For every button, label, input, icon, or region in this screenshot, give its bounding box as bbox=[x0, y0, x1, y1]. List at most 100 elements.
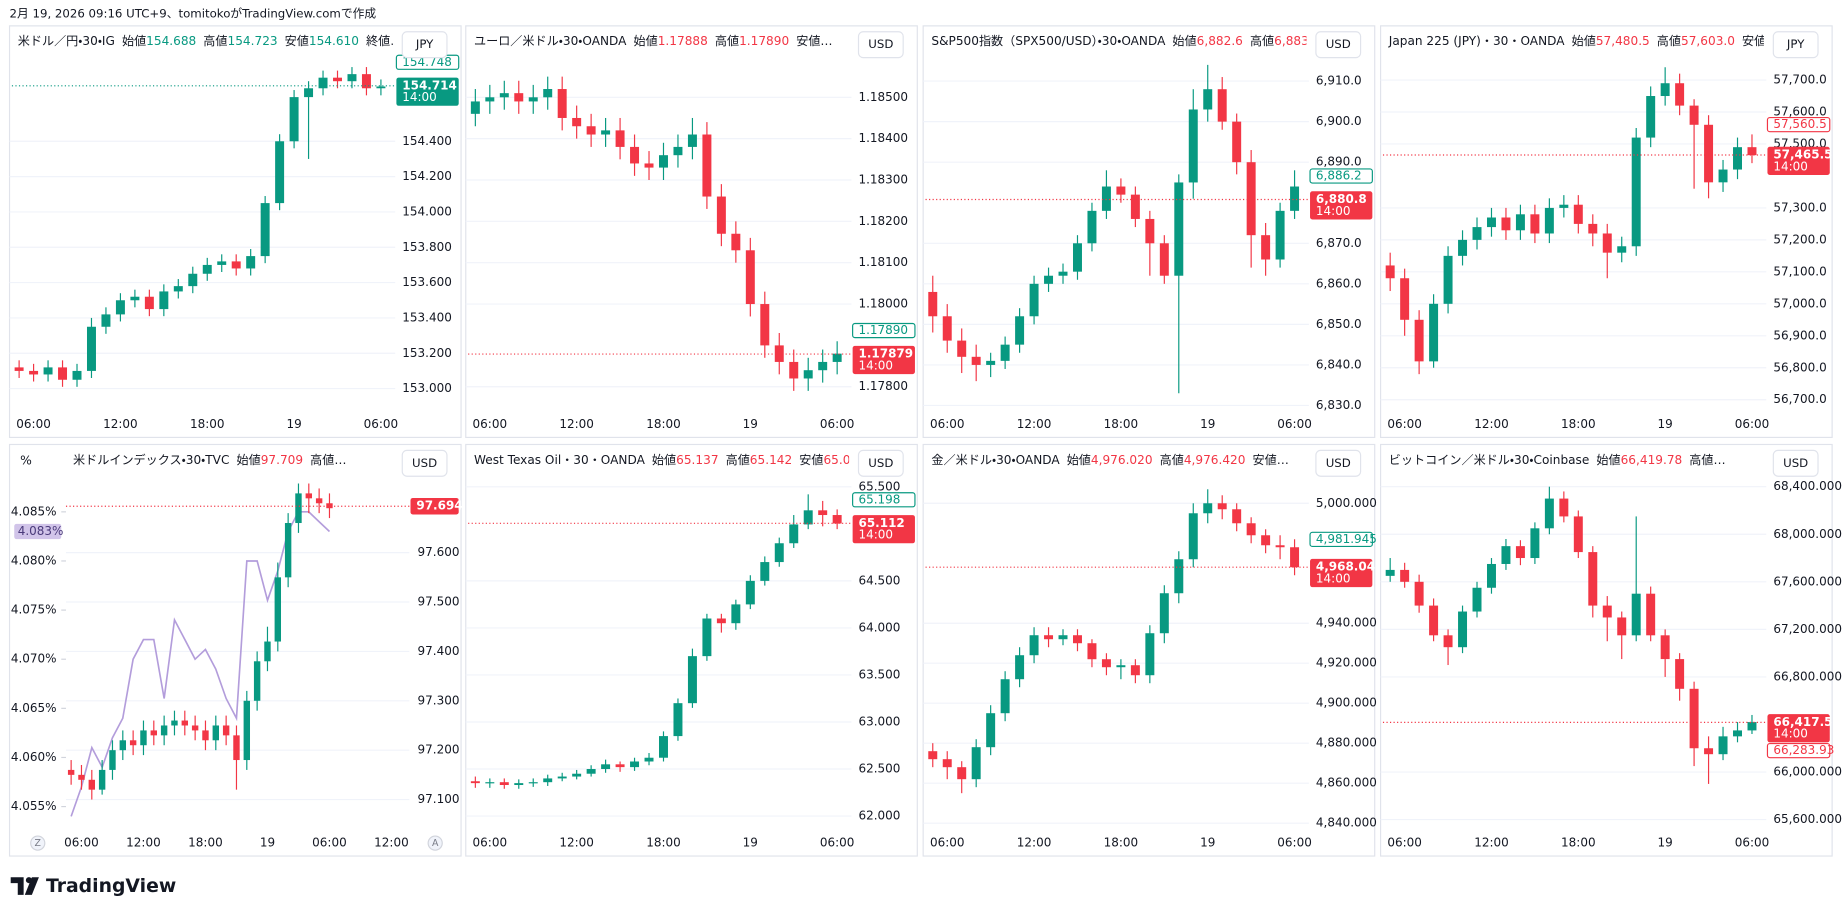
chart-panel: 153.000 153.200 153.400 153.600 153.800 154.0… bbox=[8, 25, 462, 439]
candle-body bbox=[1414, 581, 1424, 606]
scale-button[interactable] bbox=[30, 835, 46, 851]
panel-frame bbox=[1380, 25, 1833, 439]
currency-box bbox=[857, 31, 904, 59]
candle-body bbox=[233, 735, 240, 761]
candle-body bbox=[1029, 283, 1039, 317]
scale-button[interactable] bbox=[427, 835, 443, 851]
panel-frame bbox=[465, 25, 918, 439]
candle-body bbox=[1660, 83, 1670, 97]
x-tick-label: 18:00 bbox=[190, 417, 225, 431]
countdown-label: 14:00 bbox=[1773, 727, 1808, 741]
y-tick-label: 63.500 bbox=[859, 667, 901, 681]
candle-body bbox=[217, 261, 227, 265]
stat-label: 高値… bbox=[310, 451, 346, 466]
stat-value: 1.17890 bbox=[739, 34, 789, 48]
candle-body bbox=[957, 340, 967, 357]
x-tick-label: 18:00 bbox=[1561, 417, 1596, 431]
y-tick-label: 97.500 bbox=[418, 595, 460, 609]
x-tick-label: 06:00 bbox=[364, 417, 399, 431]
countdown-label: 14:00 bbox=[859, 528, 894, 542]
x-tick-label: 19 bbox=[1200, 836, 1215, 850]
candle-body bbox=[1472, 227, 1482, 240]
candle-body bbox=[1530, 528, 1540, 559]
stat-label: 始値 bbox=[652, 451, 676, 466]
candle-body bbox=[1087, 643, 1097, 660]
candle-body bbox=[832, 353, 842, 362]
candle-body bbox=[305, 493, 313, 499]
stat-value: 57,480.5 bbox=[1596, 34, 1650, 48]
chart-panel: 97.100 97.200 97.300 97.400 97.500 97.600 4.05… bbox=[8, 443, 463, 857]
x-tick-label: 06:00 bbox=[64, 836, 99, 850]
stat-value: 57,603.0 bbox=[1681, 34, 1735, 48]
candle-body bbox=[1689, 105, 1699, 125]
candle-body bbox=[1058, 271, 1068, 276]
last-price-label: 4,968.040 bbox=[1316, 560, 1383, 574]
stat-value: 154.723 bbox=[228, 34, 278, 48]
currency-label: USD bbox=[868, 37, 893, 51]
y-tick-label: 1.18100 bbox=[859, 255, 909, 269]
x-tick-label: 12:00 bbox=[374, 836, 409, 850]
candle-body bbox=[72, 370, 82, 380]
candle-body bbox=[1217, 89, 1227, 122]
candle-body bbox=[731, 233, 741, 251]
last-price-badge bbox=[410, 497, 459, 515]
candle-body bbox=[1501, 546, 1511, 564]
candle-body bbox=[58, 367, 68, 380]
stat-value: 154.610 bbox=[309, 34, 359, 48]
candle-body bbox=[957, 767, 967, 780]
x-tick-label: 12:00 bbox=[103, 417, 138, 431]
chart-legend: S&P500指数（SPX500/USD）・30・OANDA 始値6,882.6 高値… bbox=[931, 33, 1332, 48]
candle-body bbox=[243, 700, 251, 761]
candle-body bbox=[716, 196, 726, 234]
x-tick-label: 12:00 bbox=[1017, 836, 1052, 850]
candle-body bbox=[1443, 255, 1453, 304]
candle-body bbox=[1472, 587, 1482, 612]
y-tick-label: 57,600.0 bbox=[1773, 105, 1826, 119]
last-price-badge bbox=[396, 77, 459, 106]
candle-body bbox=[1044, 635, 1054, 640]
currency-box bbox=[1772, 31, 1819, 59]
candle-body bbox=[1544, 498, 1554, 529]
candle-body bbox=[1617, 246, 1627, 253]
y-tick-label: 6,840.0 bbox=[1316, 357, 1362, 371]
candle-body bbox=[702, 134, 712, 197]
candle-body bbox=[109, 750, 116, 770]
stat-label: 始値 bbox=[236, 451, 260, 466]
y2-tick-label: 4.055% bbox=[11, 799, 57, 813]
x-tick-label: 12:00 bbox=[126, 836, 161, 850]
y2-tick-label: 4.070% bbox=[11, 652, 57, 666]
x-tick-label: 19 bbox=[743, 417, 758, 431]
candle-body bbox=[318, 77, 328, 89]
last-price-badge bbox=[1767, 714, 1830, 743]
x-tick-label: 19 bbox=[1200, 417, 1215, 431]
stat-label: 高値 bbox=[726, 451, 750, 466]
candle-body bbox=[971, 356, 981, 365]
candle-body bbox=[119, 740, 127, 751]
stat-label: 安値 bbox=[285, 33, 309, 48]
currency-label: USD bbox=[868, 456, 893, 470]
candle-body bbox=[98, 769, 106, 790]
candle-body bbox=[1588, 223, 1598, 234]
currency-box bbox=[857, 449, 904, 477]
candle-body bbox=[514, 783, 524, 786]
stat-value: 4,976.420 bbox=[1184, 452, 1246, 466]
candle-body bbox=[1246, 523, 1256, 536]
candle-body bbox=[572, 117, 582, 127]
candle-body bbox=[586, 769, 596, 774]
x-tick-label: 19 bbox=[743, 836, 758, 850]
y-tick-label: 97.200 bbox=[418, 743, 460, 757]
candle-body bbox=[173, 286, 183, 292]
candle-body bbox=[928, 291, 938, 317]
stat-value: 65.037… bbox=[823, 452, 877, 466]
ref-price-badge bbox=[1309, 168, 1373, 184]
candle-body bbox=[304, 88, 314, 98]
y-tick-label: 6,860.0 bbox=[1316, 276, 1362, 290]
y-tick-label: 6,910.0 bbox=[1316, 74, 1362, 88]
last-price-label: 65.112 bbox=[859, 516, 905, 530]
y-tick-label: 97.100 bbox=[418, 792, 460, 806]
logo-slash bbox=[24, 877, 39, 895]
last-price-label: 57,465.5 bbox=[1773, 148, 1832, 162]
x-tick-label: 18:00 bbox=[1104, 417, 1139, 431]
chart-legend: West Texas Oil・30・OANDA 始値65.137 高値65.142 安… bbox=[474, 451, 878, 466]
